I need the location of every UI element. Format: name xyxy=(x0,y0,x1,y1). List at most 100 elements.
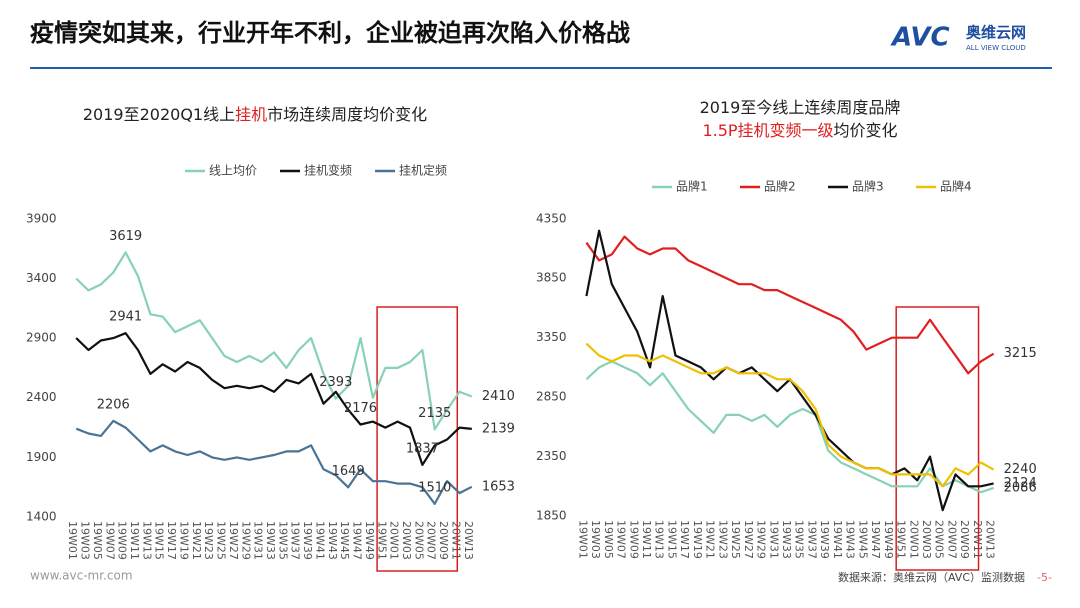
chart-title-part: 挂机 xyxy=(235,105,267,124)
x-tick-label: 20W07 xyxy=(945,520,958,559)
series-line xyxy=(75,419,473,505)
x-tick-label: 19W49 xyxy=(363,521,376,560)
series-line xyxy=(585,229,994,512)
x-tick-label: 20W01 xyxy=(907,520,920,559)
x-tick-label: 19W11 xyxy=(128,521,141,560)
x-tick-label: 19W03 xyxy=(79,521,92,560)
x-tick-label: 20W09 xyxy=(437,521,450,560)
x-tick-label: 20W09 xyxy=(958,520,971,559)
highlight-box xyxy=(376,306,459,572)
x-tick-label: 19W17 xyxy=(678,520,691,559)
page-number: -5- xyxy=(1037,571,1052,584)
chart-title: 2019至2020Q1线上挂机市场连续周度均价变化 xyxy=(83,105,427,124)
legend-label: 挂机定频 xyxy=(399,163,447,178)
x-tick-label: 19W39 xyxy=(818,520,831,559)
data-label: 2240 xyxy=(1004,462,1037,477)
x-tick-label: 19W01 xyxy=(576,520,589,559)
footer-site: www.avc-mr.com xyxy=(30,569,133,583)
series-line xyxy=(75,332,472,466)
x-tick-label: 19W13 xyxy=(140,521,153,560)
data-label: 1837 xyxy=(406,441,439,456)
x-tick-label: 19W19 xyxy=(177,521,190,560)
x-tick-label: 19W09 xyxy=(116,521,129,560)
x-tick-label: 20W13 xyxy=(984,520,997,559)
data-label: 2139 xyxy=(482,421,515,436)
x-tick-label: 19W27 xyxy=(742,520,755,559)
y-tick-label: 2350 xyxy=(536,449,567,463)
y-tick-label: 3350 xyxy=(536,330,567,344)
x-tick-label: 19W49 xyxy=(882,520,895,559)
chart-title-part: 市场连续周度均价变化 xyxy=(267,105,427,124)
series-line xyxy=(75,251,473,431)
x-tick-label: 19W19 xyxy=(691,520,704,559)
chart-title: 1.5P挂机变频一级均价变化 xyxy=(702,121,897,140)
chart-title: 2019至今线上连续周度品牌 xyxy=(700,98,901,117)
y-tick-label: 1400 xyxy=(26,510,57,524)
x-tick-label: 20W03 xyxy=(920,520,933,559)
x-tick-label: 19W43 xyxy=(844,520,857,559)
x-tick-label: 19W31 xyxy=(252,521,265,560)
series-line xyxy=(585,342,995,488)
y-tick-label: 2900 xyxy=(26,331,57,345)
chart-title-part: 1.5P挂机变频一级 xyxy=(702,121,833,140)
x-tick-label: 19W41 xyxy=(313,521,326,560)
data-label: 2206 xyxy=(97,397,130,412)
x-tick-label: 20W05 xyxy=(933,520,946,559)
x-tick-label: 19W51 xyxy=(895,520,908,559)
data-label: 3215 xyxy=(1004,346,1037,361)
legend-label: 品牌3 xyxy=(852,180,884,194)
data-label: 1653 xyxy=(482,479,515,494)
logo-cn: 奥维云网 xyxy=(966,24,1026,42)
x-tick-label: 19W21 xyxy=(704,520,717,559)
x-tick-label: 19W07 xyxy=(103,521,116,560)
data-label: 2941 xyxy=(109,310,142,325)
x-tick-label: 19W25 xyxy=(729,520,742,559)
x-tick-label: 19W29 xyxy=(239,521,252,560)
highlight-box xyxy=(895,306,980,571)
x-tick-label: 19W25 xyxy=(215,521,228,560)
data-label: 2135 xyxy=(418,406,451,421)
x-tick-label: 19W23 xyxy=(716,520,729,559)
x-tick-label: 19W35 xyxy=(793,520,806,559)
legend-label: 线上均价 xyxy=(209,164,257,178)
x-tick-label: 20W01 xyxy=(388,521,401,560)
x-tick-label: 19W15 xyxy=(153,521,166,560)
x-tick-label: 19W23 xyxy=(202,521,215,560)
x-tick-label: 19W31 xyxy=(767,520,780,559)
logo: AVC xyxy=(890,23,950,53)
y-tick-label: 1850 xyxy=(536,509,567,523)
slide-title: 疫情突如其来，行业开年不利，企业被迫再次陷入价格战 xyxy=(30,19,630,47)
data-label: 2176 xyxy=(344,401,377,416)
x-tick-label: 19W45 xyxy=(338,521,351,560)
y-tick-label: 3400 xyxy=(26,271,57,285)
legend-label: 品牌2 xyxy=(764,180,796,194)
data-label: 1510 xyxy=(418,480,451,495)
x-tick-label: 19W05 xyxy=(602,520,615,559)
y-tick-label: 2850 xyxy=(536,390,567,404)
x-tick-label: 20W11 xyxy=(971,520,984,559)
x-tick-label: 19W33 xyxy=(264,521,277,560)
x-tick-label: 19W41 xyxy=(831,520,844,559)
y-tick-label: 3900 xyxy=(26,211,57,225)
x-tick-label: 19W37 xyxy=(289,521,302,560)
x-tick-label: 19W13 xyxy=(653,520,666,559)
x-tick-label: 19W17 xyxy=(165,521,178,560)
x-tick-label: 20W03 xyxy=(400,521,413,560)
x-tick-label: 19W33 xyxy=(780,520,793,559)
x-tick-label: 19W21 xyxy=(190,521,203,560)
data-label: 2410 xyxy=(482,389,515,404)
x-tick-label: 19W07 xyxy=(615,520,628,559)
y-tick-label: 1900 xyxy=(26,450,57,464)
x-tick-label: 20W05 xyxy=(412,521,425,560)
y-tick-label: 2400 xyxy=(26,390,57,404)
x-tick-label: 19W11 xyxy=(640,520,653,559)
x-tick-label: 19W15 xyxy=(665,520,678,559)
legend-label: 品牌4 xyxy=(940,180,972,194)
x-tick-label: 20W13 xyxy=(462,521,475,560)
chart-title-part: 2019至2020Q1线上 xyxy=(83,105,235,124)
data-label: 2086 xyxy=(1004,480,1037,495)
series-line xyxy=(585,235,995,375)
x-tick-label: 19W47 xyxy=(869,520,882,559)
x-tick-label: 19W51 xyxy=(375,521,388,560)
